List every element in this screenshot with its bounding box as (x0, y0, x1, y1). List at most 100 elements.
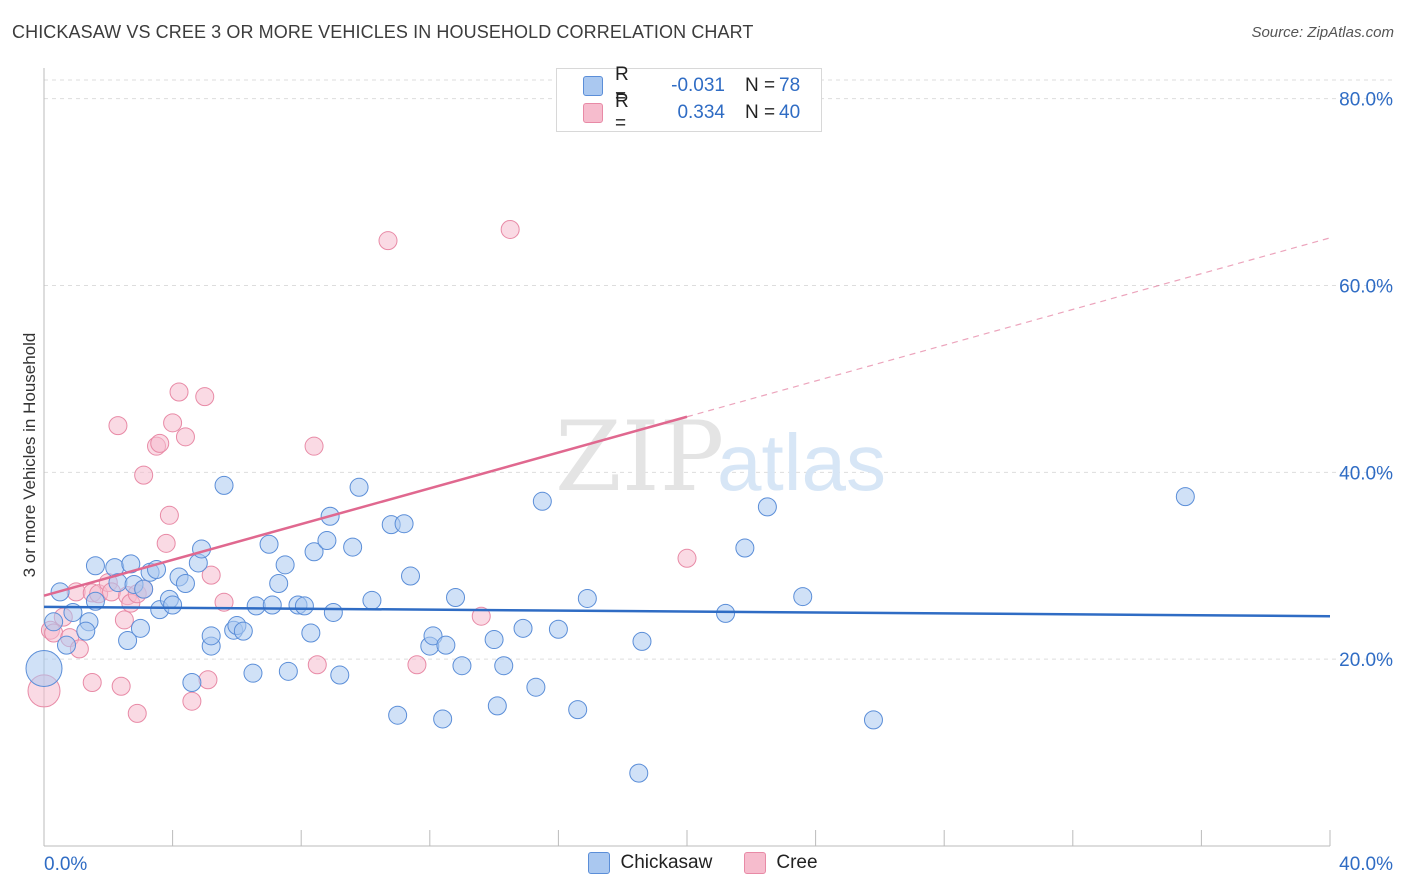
chickasaw-point (452, 656, 472, 676)
chickasaw-point (394, 514, 414, 534)
chickasaw-point (259, 534, 279, 554)
chickasaw-point (388, 705, 408, 725)
chickasaw-point (269, 574, 289, 594)
chickasaw-point (201, 626, 221, 646)
chickasaw-point (121, 554, 141, 574)
legend-label: Chickasaw (620, 852, 713, 873)
chickasaw-point (735, 538, 755, 558)
chickasaw-point (349, 477, 369, 497)
chart-title: CHICKASAW VS CREE 3 OR MORE VEHICLES IN … (12, 22, 754, 42)
cree-point (175, 427, 195, 447)
chickasaw-point (526, 677, 546, 697)
chickasaw-point (436, 635, 456, 655)
chickasaw-point (548, 619, 568, 639)
cree-point (214, 592, 234, 612)
chickasaw-point (182, 673, 202, 693)
cree-point (407, 655, 427, 675)
watermark-zip: ZIP (555, 401, 724, 513)
cree-point (108, 416, 128, 436)
legend-item-cree[interactable]: Cree (744, 852, 818, 874)
chickasaw-point (57, 635, 77, 655)
axes (43, 68, 1331, 847)
stats-legend: R = -0.031 N = 78 R = 0.334 N = 40 (556, 64, 822, 134)
cree-point (114, 610, 134, 630)
chickasaw-point (243, 663, 263, 683)
chickasaw-point (362, 590, 382, 610)
source-credit: Source: ZipAtlas.com (1251, 24, 1394, 41)
cree-point (163, 413, 183, 433)
chickasaw-point (793, 587, 813, 607)
chickasaw-point (423, 626, 443, 646)
chickasaw-points (25, 475, 1195, 783)
cree-point (127, 703, 147, 723)
chickasaw-point (130, 618, 150, 638)
chickasaw-point (163, 595, 183, 615)
chickasaw-point (275, 555, 295, 575)
cree-point (134, 465, 154, 485)
legend-item-chickasaw[interactable]: Chickasaw (588, 852, 712, 874)
cree-point (111, 676, 131, 696)
legend-row-cree: R = 0.334 N = 40 (583, 91, 801, 134)
chickasaw-point (863, 710, 883, 730)
chickasaw-point (85, 591, 105, 611)
chickasaw-point (577, 588, 597, 608)
chickasaw-trend-line (43, 605, 1331, 618)
n-label: N = (745, 75, 776, 96)
cree-trend-extension (686, 237, 1331, 418)
chickasaw-point (294, 596, 314, 616)
chickasaw-point (304, 542, 324, 562)
cree-point (677, 548, 697, 568)
watermark: ZIP atlas (555, 401, 886, 513)
chickasaw-point (134, 579, 154, 599)
y-tick-label: 60.0% (1339, 277, 1393, 298)
chickasaw-point (323, 602, 343, 622)
chickasaw-point (214, 475, 234, 495)
cree-point (198, 670, 218, 690)
cree-point (169, 382, 189, 402)
cree-point (156, 533, 176, 553)
chickasaw-point (44, 612, 64, 632)
chickasaw-point (233, 621, 253, 641)
chickasaw-point (301, 623, 321, 643)
chickasaw-point (513, 618, 533, 638)
r-value: 0.334 (677, 102, 725, 123)
chickasaw-point (494, 656, 514, 676)
cree-point (159, 505, 179, 525)
chickasaw-point (568, 700, 588, 720)
chickasaw-point (433, 709, 453, 729)
chickasaw-point (343, 537, 363, 557)
chickasaw-point (629, 763, 649, 783)
cree-swatch (583, 103, 603, 123)
cree-point (150, 433, 170, 453)
y-tick-label: 80.0% (1339, 90, 1393, 111)
legend-row-chickasaw: R = -0.031 N = 78 (583, 64, 801, 107)
chickasaw-swatch (588, 852, 611, 874)
legend-label: Cree (776, 852, 818, 873)
chickasaw-point (632, 631, 652, 651)
watermark-atlas: atlas (717, 418, 886, 507)
chickasaw-point (757, 497, 777, 517)
y-tick-label: 20.0% (1339, 650, 1393, 671)
cree-point (471, 606, 491, 626)
n-value: 40 (779, 102, 801, 123)
n-value: 78 (779, 75, 801, 96)
chickasaw-point (317, 531, 337, 551)
x-tick-label: 40.0% (1339, 854, 1393, 875)
r-value: -0.031 (671, 75, 725, 96)
cree-trend-line (43, 415, 688, 597)
chickasaw-point (25, 650, 63, 688)
trend-lines (43, 237, 1331, 618)
chickasaw-point (484, 630, 504, 650)
x-tick-label: 0.0% (44, 854, 87, 875)
chickasaw-point (446, 588, 466, 608)
cree-point (307, 655, 327, 675)
series-legend: Chickasaw Cree (0, 852, 1406, 874)
chickasaw-point (1175, 487, 1195, 507)
chickasaw-swatch (583, 76, 603, 96)
chickasaw-point (330, 665, 350, 685)
chickasaw-point (401, 566, 421, 586)
tick-labels: 20.0% 40.0% 60.0% 80.0% 0.0% 40.0% (44, 90, 1393, 875)
r-label: R = (615, 91, 629, 134)
chickasaw-point (278, 661, 298, 681)
